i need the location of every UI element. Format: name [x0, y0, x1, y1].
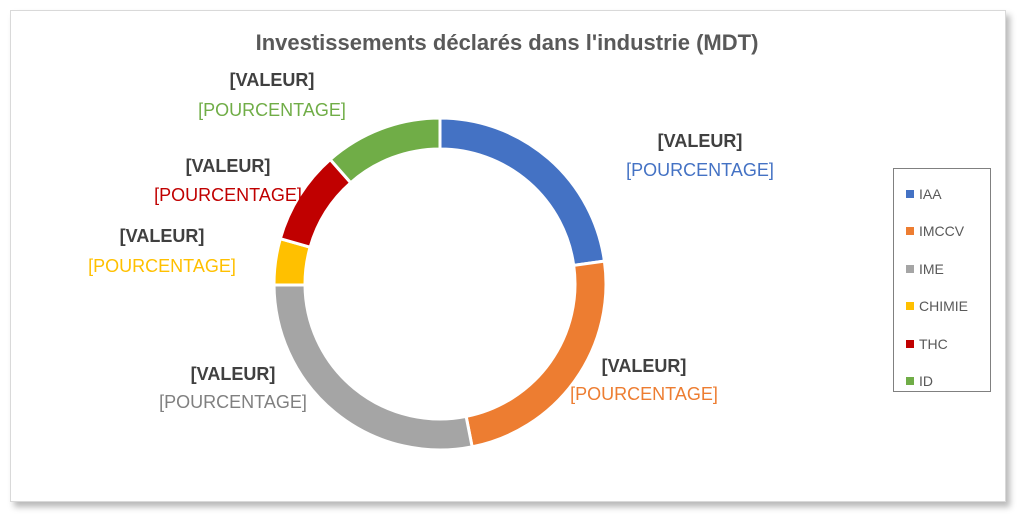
- legend-swatch: [906, 339, 914, 348]
- legend-label: IMCCV: [919, 223, 965, 240]
- legend-item-imccv: IMCCV: [894, 213, 990, 251]
- donut-slice-iaa: [438, 116, 607, 268]
- chart-title: Investissements déclarés dans l'industri…: [255, 30, 759, 55]
- legend-swatch: [906, 189, 914, 198]
- data-label-value-thc: [VALEUR]: [186, 156, 271, 176]
- legend-label: IAA: [919, 185, 942, 202]
- data-label-value-ime: [VALEUR]: [191, 364, 276, 384]
- data-label-percent-thc: [POURCENTAGE]: [154, 185, 302, 205]
- legend-item-iaa: IAA: [894, 175, 990, 213]
- legend-swatch: [906, 227, 914, 236]
- data-label-percent-imccv: [POURCENTAGE]: [570, 384, 718, 404]
- legend-item-ime: IME: [894, 250, 990, 288]
- donut-slice-id: [328, 116, 442, 185]
- legend-swatch: [906, 264, 914, 273]
- chart-legend: IAA IMCCV IME CHIMIE THC ID: [893, 168, 991, 392]
- data-label-value-iaa: [VALEUR]: [658, 131, 743, 151]
- data-label-percent-id: [POURCENTAGE]: [198, 100, 346, 120]
- legend-label: IME: [919, 260, 944, 277]
- legend-label: THC: [919, 335, 948, 352]
- data-label-value-chimie: [VALEUR]: [120, 226, 205, 246]
- legend-label: CHIMIE: [919, 298, 968, 315]
- donut-slice-ime: [272, 283, 474, 452]
- donut-slice-imccv: [464, 259, 608, 449]
- legend-item-thc: THC: [894, 325, 990, 363]
- data-label-percent-ime: [POURCENTAGE]: [159, 392, 307, 412]
- legend-swatch: [906, 302, 914, 311]
- legend-label: ID: [919, 373, 933, 390]
- data-label-value-imccv: [VALEUR]: [602, 356, 687, 376]
- data-label-percent-iaa: [POURCENTAGE]: [626, 160, 774, 180]
- legend-item-id: ID: [894, 363, 990, 401]
- legend-item-chimie: CHIMIE: [894, 288, 990, 326]
- data-label-percent-chimie: [POURCENTAGE]: [88, 256, 236, 276]
- data-label-value-id: [VALEUR]: [230, 70, 315, 90]
- legend-swatch: [906, 377, 914, 386]
